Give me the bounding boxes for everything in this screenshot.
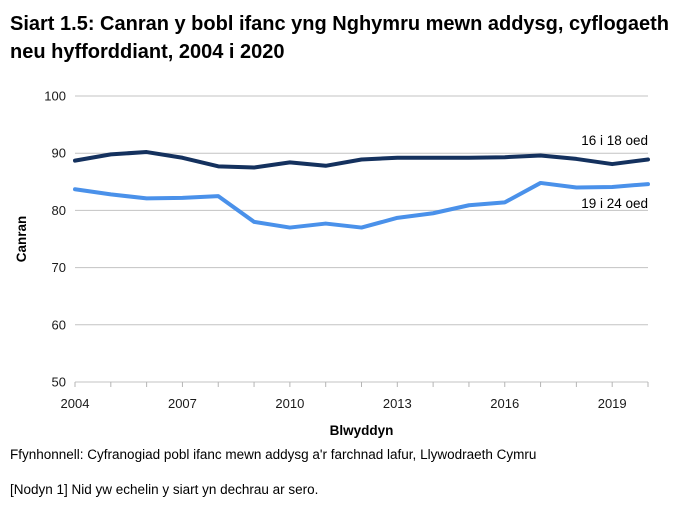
x-tick-label: 2004 (61, 396, 90, 411)
source-note: Ffynhonnell: Cyfranogiad pobl ifanc mewn… (10, 447, 537, 462)
y-tick-label: 100 (44, 89, 66, 104)
x-tick-label: 2019 (598, 396, 627, 411)
x-tick-label: 2013 (383, 396, 412, 411)
x-tick-label: 2007 (168, 396, 197, 411)
series-label-16-18: 16 i 18 oed (581, 133, 648, 148)
x-axis-title: Blwyddyn (330, 423, 394, 438)
series-line-16-18 (73, 150, 650, 170)
x-tick-label: 2016 (490, 396, 519, 411)
y-tick-label: 80 (52, 203, 66, 218)
x-tick-label: 2010 (275, 396, 304, 411)
series-line-19-24 (73, 180, 650, 230)
y-tick-label: 50 (52, 375, 66, 390)
y-tick-label: 90 (52, 146, 66, 161)
y-tick-label: 70 (52, 260, 66, 275)
chart-title: Siart 1.5: Canran y bobl ifanc yng Nghym… (10, 13, 670, 63)
y-axis-title: Canran (14, 216, 29, 263)
y-tick-label: 60 (52, 317, 66, 332)
axis-note: [Nodyn 1] Nid yw echelin y siart yn dech… (10, 482, 319, 497)
series-label-19-24: 19 i 24 oed (581, 196, 648, 211)
